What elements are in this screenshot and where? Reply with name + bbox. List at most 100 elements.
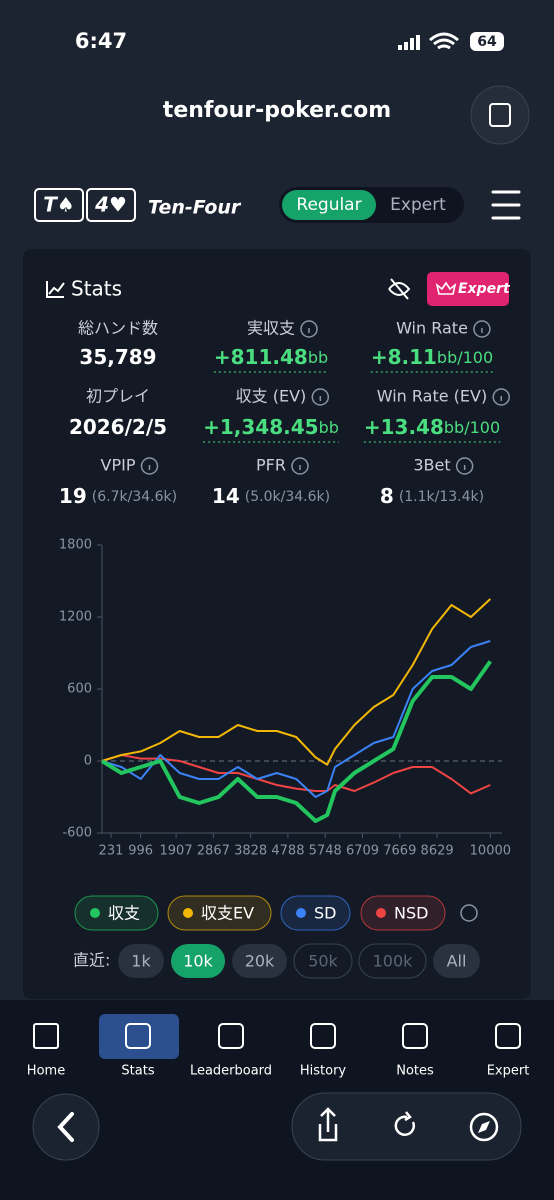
signal-icon — [398, 35, 420, 50]
stat-number: 14 — [212, 484, 240, 508]
legend-label: 収支 — [108, 904, 140, 923]
stat-value: +811.48bb — [214, 345, 328, 369]
range-button[interactable] — [118, 944, 164, 978]
info-icon[interactable] — [473, 320, 491, 338]
logo-card — [34, 188, 84, 222]
legend-chip[interactable] — [360, 895, 446, 931]
range-button[interactable] — [232, 944, 287, 978]
back-button[interactable] — [32, 1093, 100, 1161]
stat-value: +1,348.45bb — [203, 415, 339, 439]
info-icon[interactable] — [291, 457, 309, 475]
tab-icon[interactable] — [218, 1023, 244, 1049]
legend-chip[interactable] — [280, 895, 351, 931]
share-button[interactable] — [318, 1107, 338, 1142]
wifi-icon — [429, 32, 459, 50]
legend-chip[interactable] — [74, 895, 159, 931]
legend-chip[interactable] — [167, 895, 272, 931]
range-button[interactable] — [433, 944, 480, 978]
logo-card — [86, 188, 136, 222]
series-line — [101, 598, 491, 766]
mode-option[interactable]: Expert — [390, 195, 446, 215]
legend-label: 収支EV — [201, 904, 254, 923]
battery-level: 64 — [477, 34, 497, 50]
info-icon[interactable] — [460, 904, 478, 922]
legend: 収支 収支EV SD NSD — [74, 895, 446, 931]
url[interactable]: tenfour-poker.com — [163, 98, 391, 123]
tab-label[interactable]: Home — [27, 1064, 65, 1079]
stat-number: +811.48 — [214, 345, 308, 369]
tab-bar: Home Stats Leaderboard History Notes Expert — [27, 1023, 530, 1079]
y-tick-label: 600 — [67, 682, 92, 697]
stat-label: 総ハンド数 — [78, 319, 158, 338]
expert-badge-label: Expert — [458, 281, 511, 297]
stat-unit: bb — [308, 348, 328, 367]
range-button[interactable] — [171, 944, 225, 978]
stat-label: Win Rate — [396, 319, 468, 338]
stat-label: 収支 (EV) — [236, 387, 307, 406]
legend-dot — [376, 908, 386, 918]
range-filter: 1k 10k 20k 50k 100k All — [118, 943, 480, 979]
range-label: 直近: — [73, 951, 110, 970]
reload-button[interactable] — [394, 1111, 416, 1136]
stat-value: +8.11bb/100 — [371, 345, 493, 369]
stat-value: +13.48bb/100 — [364, 415, 500, 439]
mode-active[interactable] — [282, 190, 376, 220]
info-icon[interactable] — [455, 457, 474, 475]
info-icon[interactable] — [311, 388, 330, 406]
info-icon[interactable] — [140, 457, 159, 475]
stat-unit: bb — [319, 418, 339, 437]
tab-icon[interactable] — [402, 1023, 428, 1049]
stat-value: 2026/2/5 — [69, 415, 167, 439]
tab-label[interactable]: Leaderboard — [190, 1064, 272, 1079]
hide-button[interactable] — [388, 278, 411, 300]
series-line — [100, 660, 492, 823]
stat-unit: bb/100 — [437, 348, 493, 367]
stat-number: +13.48 — [364, 415, 444, 439]
series-line — [101, 754, 491, 795]
x-tick-label: 10000 — [470, 844, 511, 859]
tab-label[interactable]: Notes — [396, 1064, 434, 1079]
menu-button[interactable] — [491, 190, 521, 220]
y-tick-label: 0 — [84, 754, 92, 769]
range-button[interactable] — [293, 943, 353, 979]
tab-icon[interactable] — [495, 1023, 521, 1049]
stat-detail: (6.7k/34.6k) — [92, 489, 177, 505]
range-button[interactable] — [358, 943, 427, 979]
tabs-button[interactable] — [470, 85, 530, 145]
stat-number: 19 — [59, 484, 87, 508]
y-tick-label: 1200 — [59, 610, 92, 625]
toolbar — [291, 1092, 522, 1161]
stat-value: 8 (1.1k/13.4k) — [380, 484, 484, 508]
tab-icon[interactable] — [33, 1023, 59, 1049]
x-tick-label: 2867 — [197, 844, 230, 859]
card-title: Stats — [71, 277, 122, 301]
tab-icon[interactable] — [310, 1023, 336, 1049]
x-tick-label: 231 — [99, 844, 124, 859]
stat-label: Win Rate (EV) — [377, 387, 487, 406]
legend-dot — [90, 908, 100, 918]
stat-label: 実収支 — [247, 319, 295, 338]
compass-needle — [478, 1121, 490, 1133]
stat-number: 2026/2/5 — [69, 415, 167, 439]
time: 6:47 — [75, 29, 127, 53]
chart: -600 0 600 1200 1800 231 996 1907 2867 3828 4788 57… — [59, 538, 511, 859]
info-icon[interactable] — [300, 320, 318, 338]
logo-card-text: T♠ — [43, 193, 75, 217]
x-tick-label: 5748 — [309, 844, 342, 859]
expert-badge[interactable] — [427, 272, 509, 306]
y-tick-label: 1800 — [59, 538, 92, 553]
compass-button[interactable] — [469, 1112, 499, 1142]
range-label: 100k — [373, 952, 414, 971]
stat-detail: (5.0k/34.6k) — [245, 489, 330, 505]
tab-label[interactable]: Expert — [487, 1064, 530, 1079]
stat-detail: (1.1k/13.4k) — [399, 489, 484, 505]
tab-label[interactable]: Stats — [121, 1064, 154, 1079]
tab-icon[interactable] — [125, 1023, 151, 1049]
x-tick-label: 6709 — [346, 844, 379, 859]
tab-label[interactable]: History — [300, 1064, 347, 1079]
x-tick-label: 3828 — [234, 844, 267, 859]
mode-option[interactable]: Regular — [296, 195, 361, 215]
info-icon[interactable] — [492, 388, 510, 406]
